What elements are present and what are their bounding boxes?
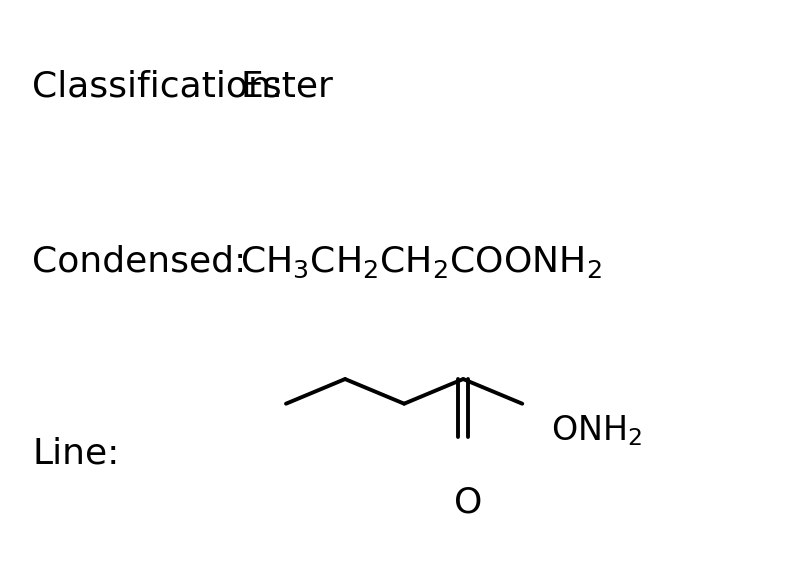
Text: Ester: Ester bbox=[240, 70, 333, 104]
Text: O: O bbox=[454, 486, 483, 520]
Text: Classification:: Classification: bbox=[32, 70, 283, 104]
Text: Condensed:: Condensed: bbox=[32, 244, 246, 278]
Text: $\mathregular{CH_3CH_2CH_2COONH_2}$: $\mathregular{CH_3CH_2CH_2COONH_2}$ bbox=[240, 244, 602, 280]
Text: Line:: Line: bbox=[32, 437, 119, 471]
Text: $\mathregular{ONH_2}$: $\mathregular{ONH_2}$ bbox=[551, 413, 642, 448]
